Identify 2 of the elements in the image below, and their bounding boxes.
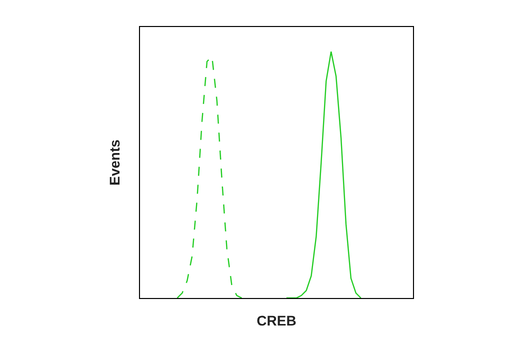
- y-axis-title: Events: [106, 139, 123, 186]
- x-axis-title: CREB: [256, 312, 296, 329]
